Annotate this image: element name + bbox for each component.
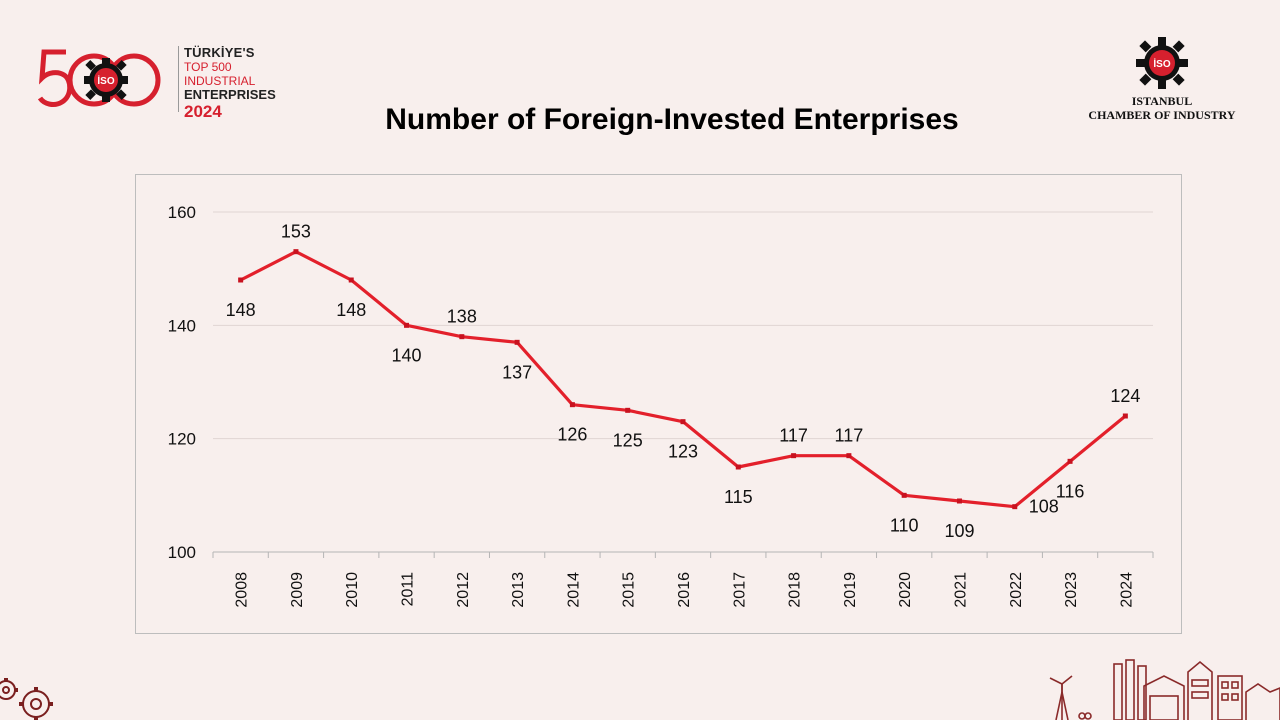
iso-logo: İSO ISTANBUL CHAMBER OF INDUSTRY xyxy=(1076,36,1248,126)
x-tick-label: 2010 xyxy=(344,572,361,608)
x-tick-label: 2023 xyxy=(1063,572,1080,608)
data-label: 116 xyxy=(1056,481,1085,501)
iso-gear-icon: İSO xyxy=(1136,37,1188,89)
x-tick-label: 2018 xyxy=(787,572,804,608)
data-point xyxy=(514,339,520,345)
badge-line-3: ENTERPRISES xyxy=(184,87,276,102)
chart-title: Number of Foreign-Invested Enterprises xyxy=(385,103,959,136)
data-label: 117 xyxy=(835,426,864,446)
data-point xyxy=(569,402,575,408)
data-label: 115 xyxy=(724,487,753,507)
chart-area: 100 120 140 160 2008 2009 2010 2011 2012 2013 2014… xyxy=(135,174,1182,634)
data-point xyxy=(1122,413,1128,419)
data-label: 138 xyxy=(447,307,477,327)
data-point xyxy=(791,453,797,459)
x-tick-label: 2024 xyxy=(1118,572,1135,608)
data-label: 110 xyxy=(890,515,919,535)
data-point xyxy=(348,277,354,283)
data-point xyxy=(680,419,686,425)
x-tick-label: 2020 xyxy=(897,572,914,608)
data-label: 137 xyxy=(502,362,532,382)
data-point xyxy=(956,498,962,504)
svg-text:İSO: İSO xyxy=(97,74,114,87)
gears-decoration-icon xyxy=(0,678,53,720)
svg-text:İSO: İSO xyxy=(1153,57,1170,70)
org-line-2: CHAMBER OF INDUSTRY xyxy=(1088,108,1236,122)
data-label: 123 xyxy=(668,442,698,462)
badge-divider xyxy=(178,46,179,112)
x-tick-label: 2012 xyxy=(455,572,472,608)
data-point xyxy=(901,492,907,498)
line-chart: 100 120 140 160 2008 2009 2010 2011 2012 2013 2014… xyxy=(168,203,1154,608)
data-point xyxy=(404,322,410,328)
data-label: 148 xyxy=(226,300,256,320)
data-label: 108 xyxy=(1029,497,1059,517)
data-point xyxy=(846,453,852,459)
series-line xyxy=(239,250,1127,509)
x-tick-label: 2011 xyxy=(400,572,417,607)
data-point xyxy=(293,249,299,255)
data-label: 153 xyxy=(281,222,311,242)
data-label: 140 xyxy=(392,345,422,365)
org-line-1: ISTANBUL xyxy=(1131,94,1193,108)
x-tick-label: 2015 xyxy=(621,572,638,608)
x-tick-label: 2016 xyxy=(676,572,693,608)
x-tick-label: 2017 xyxy=(731,572,748,608)
x-tick-label: 2021 xyxy=(952,572,969,608)
org-name: ISTANBUL CHAMBER OF INDUSTRY xyxy=(1076,94,1248,122)
y-tick-label: 120 xyxy=(168,430,196,449)
factory-decoration-icon xyxy=(1049,659,1280,720)
y-tick-label: 160 xyxy=(168,203,196,222)
data-point xyxy=(625,407,631,413)
data-label: 125 xyxy=(613,430,643,450)
x-tick-label: 2019 xyxy=(842,572,859,608)
data-point xyxy=(459,334,465,340)
badge-text: TÜRKİYE'S TOP 500 INDUSTRIAL ENTERPRISES… xyxy=(184,46,296,122)
top-500-logo: İSO xyxy=(37,49,161,108)
data-point xyxy=(1012,504,1018,510)
data-label: 117 xyxy=(779,426,808,446)
data-point xyxy=(1067,458,1073,464)
y-tick-label: 140 xyxy=(168,316,196,335)
data-label: 126 xyxy=(557,425,587,445)
data-point xyxy=(735,464,741,470)
x-tick-label: 2014 xyxy=(565,572,582,608)
data-label: 124 xyxy=(1110,386,1140,406)
badge-year: 2024 xyxy=(184,102,222,121)
x-tick-label: 2013 xyxy=(510,572,527,608)
data-label: 109 xyxy=(944,521,974,541)
data-label: 148 xyxy=(336,300,366,320)
y-tick-label: 100 xyxy=(168,543,196,562)
top-500-badge: İSO TÜRKİYE'S TOP 500 INDUSTRIAL ENTERPR… xyxy=(36,44,296,121)
gear-icon: İSO xyxy=(84,58,128,102)
badge-line-2: TOP 500 INDUSTRIAL xyxy=(184,60,256,88)
x-tick-label: 2009 xyxy=(289,572,306,608)
badge-line-1: TÜRKİYE'S xyxy=(184,45,255,60)
data-point xyxy=(238,277,244,283)
x-tick-label: 2022 xyxy=(1008,572,1025,608)
x-tick-label: 2008 xyxy=(234,572,251,608)
